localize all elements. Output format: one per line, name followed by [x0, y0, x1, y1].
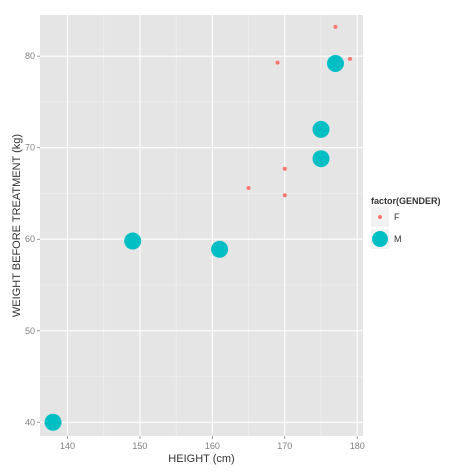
point-F — [275, 60, 280, 65]
legend-title: factor(GENDER) — [371, 196, 441, 206]
x-tick-label: 160 — [205, 441, 220, 451]
point-F — [333, 24, 338, 29]
x-tick-label: 140 — [60, 441, 75, 451]
data-points — [44, 24, 352, 431]
point-M — [211, 240, 229, 258]
minor-gridlines — [40, 15, 363, 436]
point-M — [326, 55, 344, 73]
y-tick-label: 50 — [25, 326, 35, 336]
plot-panel — [40, 15, 363, 436]
x-axis-ticks: 140 150 160 170 180 — [60, 436, 365, 451]
legend: factor(GENDER) F M — [371, 196, 441, 249]
point-M — [124, 232, 142, 250]
legend-label-F: F — [394, 212, 400, 222]
x-tick-label: 180 — [350, 441, 365, 451]
legend-key-F — [378, 215, 382, 219]
y-tick-label: 40 — [25, 417, 35, 427]
x-tick-label: 150 — [132, 441, 147, 451]
point-M — [44, 413, 62, 431]
point-F — [282, 193, 287, 198]
point-F — [246, 185, 251, 190]
y-tick-label: 60 — [25, 234, 35, 244]
y-tick-label: 80 — [25, 51, 35, 61]
legend-label-M: M — [394, 234, 402, 244]
point-M — [312, 150, 330, 168]
y-axis-title: WEIGHT BEFORE TREATMENT (kg) — [11, 134, 23, 317]
point-M — [312, 120, 330, 138]
point-F — [282, 166, 287, 171]
y-axis-ticks: 40 50 60 70 80 — [25, 51, 40, 427]
x-axis-title: HEIGHT (cm) — [168, 453, 234, 465]
legend-key-M — [372, 231, 388, 247]
major-gridlines — [40, 15, 363, 436]
y-tick-label: 70 — [25, 143, 35, 153]
x-tick-label: 170 — [277, 441, 292, 451]
point-F — [347, 56, 352, 61]
